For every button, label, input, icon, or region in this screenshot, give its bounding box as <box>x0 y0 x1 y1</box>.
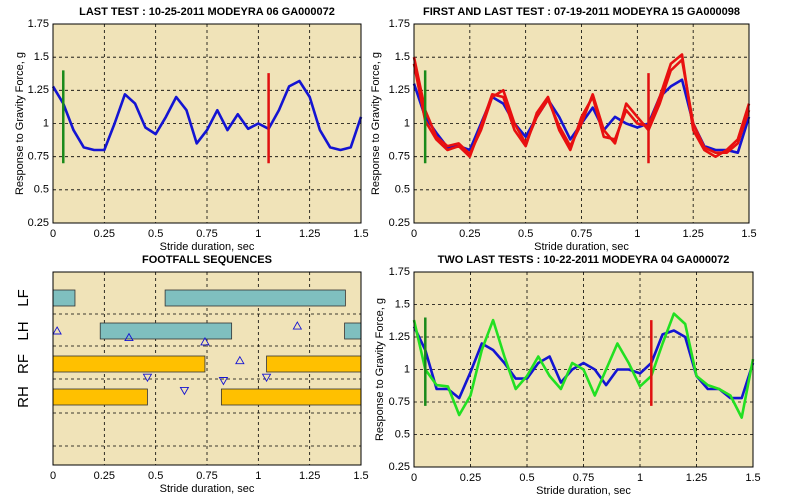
step-marker <box>261 373 272 383</box>
chart-title: TWO LAST TESTS : 10-22-2011 MODEYRA 04 G… <box>438 254 730 266</box>
footfall-bar <box>220 388 362 406</box>
y-tick-label: 0.75 <box>28 151 49 163</box>
x-axis-label: Stride duration, sec <box>536 485 631 497</box>
plot-frame <box>52 23 362 224</box>
x-tick-label: 0.75 <box>196 228 217 240</box>
x-tick-label: 0 <box>411 472 417 484</box>
y-tick-label: 0.5 <box>395 184 410 196</box>
step-marker <box>52 326 62 335</box>
x-tick-label: 1.5 <box>745 472 760 484</box>
y-tick-label: 1 <box>43 117 49 129</box>
footfall-bar <box>52 355 206 373</box>
x-tick-label: 0.5 <box>519 472 534 484</box>
row-label: LH <box>15 321 32 340</box>
x-tick-label: 1.25 <box>299 470 320 482</box>
step-marker <box>235 355 245 365</box>
footfall-bar <box>52 289 76 307</box>
x-axis-label: Stride duration, sec <box>160 241 255 253</box>
y-tick-label: 0.25 <box>28 217 49 229</box>
x-tick-label: 1.5 <box>353 470 368 482</box>
x-tick-label: 1.25 <box>686 472 707 484</box>
footfall-bar <box>344 322 362 340</box>
row-label: RF <box>15 354 32 374</box>
x-tick-label: 1.5 <box>353 228 368 240</box>
y-axis-label: Response to Gravity Force, g <box>14 52 26 195</box>
x-tick-label: 1 <box>634 228 640 240</box>
step-marker <box>292 321 303 330</box>
y-tick-label: 0.5 <box>34 184 49 196</box>
step-marker <box>218 377 229 386</box>
y-tick-label: 1.5 <box>395 51 410 63</box>
footfall-bar <box>52 388 148 406</box>
x-tick-label: 0.25 <box>459 228 480 240</box>
footfall-bar <box>164 289 346 307</box>
x-tick-label: 0.75 <box>571 228 592 240</box>
x-tick-label: 1 <box>637 472 643 484</box>
y-tick-label: 1.75 <box>389 18 410 30</box>
x-tick-label: 0.25 <box>94 470 115 482</box>
y-tick-label: 1.5 <box>395 298 410 310</box>
data-line <box>51 79 363 152</box>
row-label: RH <box>15 386 32 408</box>
x-tick-label: 0.75 <box>573 472 594 484</box>
step-marker <box>179 386 190 396</box>
x-tick-label: 0.75 <box>196 470 217 482</box>
y-tick-label: 0.25 <box>389 461 410 473</box>
y-tick-label: 0.25 <box>389 217 410 229</box>
data-line <box>412 312 755 419</box>
x-axis-label: Stride duration, sec <box>534 241 629 253</box>
y-tick-label: 1.25 <box>389 84 410 96</box>
y-axis-label: Response to Gravity Force, g <box>370 52 382 195</box>
x-tick-label: 0 <box>411 228 417 240</box>
x-tick-label: 0.25 <box>94 228 115 240</box>
y-tick-label: 1 <box>404 363 410 375</box>
x-tick-label: 1 <box>255 228 261 240</box>
x-tick-label: 1.25 <box>682 228 703 240</box>
footfall-bar <box>99 322 233 340</box>
chart-title: LAST TEST : 10-25-2011 MODEYRA 06 GA0000… <box>79 6 335 18</box>
y-tick-label: 1.75 <box>389 266 410 278</box>
x-tick-label: 0.5 <box>518 228 533 240</box>
y-tick-label: 1.25 <box>28 84 49 96</box>
y-tick-label: 1.25 <box>389 331 410 343</box>
y-tick-label: 1.75 <box>28 18 49 30</box>
x-tick-label: 0.5 <box>148 470 163 482</box>
x-tick-label: 1.5 <box>741 228 756 240</box>
data-line <box>412 53 751 158</box>
plot-frame <box>52 271 362 466</box>
step-marker <box>142 373 153 383</box>
x-axis-label: Stride duration, sec <box>160 483 255 495</box>
y-tick-label: 0.75 <box>389 396 410 408</box>
step-marker <box>124 332 134 342</box>
x-tick-label: 0 <box>50 470 56 482</box>
y-tick-label: 0.75 <box>389 151 410 163</box>
x-tick-label: 1 <box>255 470 261 482</box>
plot-frame <box>413 23 750 224</box>
x-tick-label: 0.5 <box>148 228 163 240</box>
y-tick-label: 0.5 <box>395 428 410 440</box>
y-tick-label: 1 <box>404 117 410 129</box>
chart-title: FOOTFALL SEQUENCES <box>142 254 272 266</box>
row-label: LF <box>15 289 32 307</box>
chart-title: FIRST AND LAST TEST : 07-19-2011 MODEYRA… <box>423 6 740 18</box>
step-marker <box>200 336 210 346</box>
footfall-bar <box>266 355 362 373</box>
plot-area <box>53 24 361 223</box>
y-axis-label: Response to Gravity Force, g <box>374 298 386 441</box>
plot-frame <box>413 271 754 468</box>
x-tick-label: 0 <box>50 228 56 240</box>
y-tick-label: 1.5 <box>34 51 49 63</box>
x-tick-label: 1.25 <box>299 228 320 240</box>
x-tick-label: 0.25 <box>460 472 481 484</box>
